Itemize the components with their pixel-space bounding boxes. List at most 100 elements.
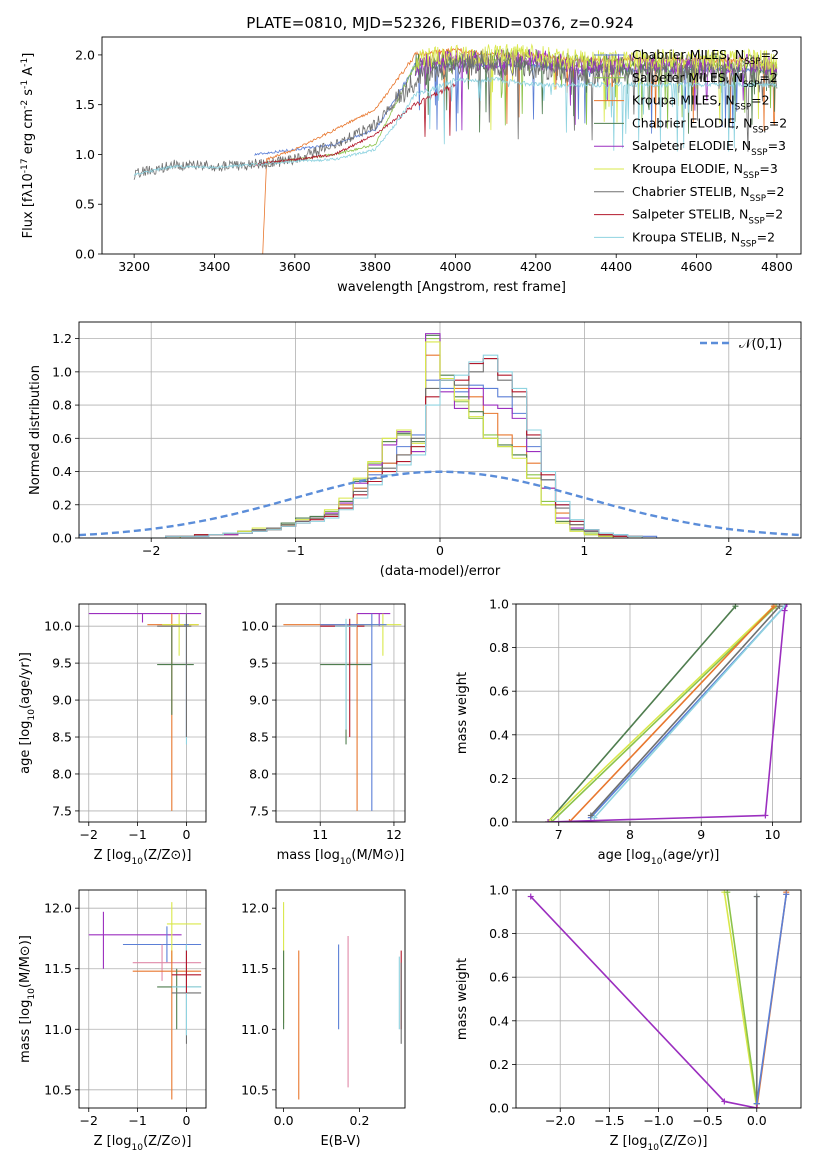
x-axis-label: Z [log10(Z/Z⊙)] <box>94 848 192 867</box>
plot-area <box>283 613 402 811</box>
axes-frame <box>78 321 802 539</box>
y-tick-label: 12.0 <box>44 901 72 916</box>
x-axis-label: Z [log10(Z/Z⊙)] <box>610 1134 708 1153</box>
chart-residuals: −2 −1 0 1 2 0.0 0.2 0.4 0.6 0.8 1.0 1.2 (data-model)… <box>28 321 802 579</box>
x-tick-label: 3200 <box>118 259 150 274</box>
legend-entry: Salpeter MILES, NSSP=2 <box>632 70 778 90</box>
series-line <box>414 43 778 131</box>
y-tick-label: 9.5 <box>52 656 72 671</box>
y-tick-label: 8.5 <box>52 730 72 745</box>
y-tick-label: 1.0 <box>489 883 509 898</box>
axes-frame <box>78 889 207 1109</box>
legend-entry: Chabrier MILES, NSSP=2 <box>632 47 779 67</box>
series-line <box>723 892 758 1108</box>
plot-area <box>527 890 790 1108</box>
y-tick-label: 10.0 <box>241 619 269 634</box>
y-tick-label: 11.5 <box>241 961 269 976</box>
y-axis-label: Flux [fλ10-17 erg cm-2 s-1 A-1] <box>20 53 36 239</box>
normal-curve <box>79 470 801 537</box>
chart-spectrum: 3200 3400 3600 3800 4000 4200 4400 4600 4800 0.0 0… <box>20 36 802 295</box>
y-tick-label: 0.6 <box>489 970 509 985</box>
x-tick-label: 0.0 <box>274 1113 294 1128</box>
x-axis-label: (data-model)/error <box>380 564 501 579</box>
y-tick-label: 9.5 <box>249 656 269 671</box>
y-tick-label: 0.5 <box>75 197 95 212</box>
y-tick-label: 1.0 <box>52 364 72 379</box>
y-tick-label: 0.4 <box>489 1013 509 1028</box>
axes-frame <box>275 889 406 1109</box>
plot-area <box>283 902 402 1100</box>
x-axis-label: wavelength [Angstrom, rest frame] <box>337 280 566 295</box>
x-tick-label: −1 <box>128 1113 146 1128</box>
x-tick-label: 9 <box>697 827 705 842</box>
y-axis-label: mass weight <box>455 672 470 754</box>
panels: 3200 3400 3600 3800 4000 4200 4400 4600 48000.00… <box>18 36 802 1153</box>
legend-entry: Salpeter ELODIE, NSSP=3 <box>632 138 786 158</box>
legend-entry: Kroupa MILES, NSSP=2 <box>632 93 770 113</box>
y-tick-label: 0.4 <box>52 464 72 479</box>
y-axis-label: mass [log10(M/M⊙)] <box>18 935 37 1063</box>
legend-entry: Kroupa ELODIE, NSSP=3 <box>632 161 778 181</box>
x-tick-label: 4800 <box>761 259 793 274</box>
y-axis-label: age [log10(age/yr)] <box>18 652 37 774</box>
y-tick-label: 0.0 <box>52 531 72 546</box>
axes-frame <box>275 603 406 823</box>
series-line <box>726 892 758 1104</box>
x-tick-label: 7 <box>555 827 563 842</box>
legend-entry: 𝒩(0,1) <box>739 337 782 352</box>
chart-mass_vs_Z: −2 −1 0 10.5 11.0 11.5 12.0 Z [log10(Z/Z⊙)] mass… <box>18 889 207 1153</box>
x-tick-label: −2 <box>80 1113 98 1128</box>
y-tick-label: 0.2 <box>52 497 72 512</box>
plot-area <box>545 604 790 822</box>
x-tick-label: −1 <box>128 827 146 842</box>
y-tick-label: 1.0 <box>489 597 509 612</box>
y-tick-label: 8.0 <box>249 766 269 781</box>
y-tick-label: 10.5 <box>241 1082 269 1097</box>
y-tick-label: 10.5 <box>44 1082 72 1097</box>
x-tick-label: 0 <box>182 827 190 842</box>
x-tick-label: 3400 <box>199 259 231 274</box>
y-axis-label: mass weight <box>455 958 470 1040</box>
legend: 𝒩(0,1) <box>700 337 782 352</box>
series-line <box>568 605 775 822</box>
legend-entry: Salpeter STELIB, NSSP=2 <box>632 207 783 227</box>
x-tick-label: −1.5 <box>594 1113 624 1128</box>
y-tick-label: 10.0 <box>44 619 72 634</box>
y-tick-label: 11.0 <box>241 1022 269 1037</box>
y-tick-label: 0.0 <box>75 247 95 262</box>
y-tick-label: 0.2 <box>489 1057 509 1072</box>
series-line <box>547 605 775 822</box>
y-tick-label: 1.2 <box>52 331 72 346</box>
series-line <box>755 894 788 1104</box>
x-tick-label: 11 <box>312 827 328 842</box>
x-tick-label: −2 <box>80 827 98 842</box>
y-tick-label: 11.5 <box>44 961 72 976</box>
series-line <box>548 604 788 822</box>
x-axis-label: Z [log10(Z/Z⊙)] <box>94 1134 192 1153</box>
series-line <box>590 605 781 816</box>
y-tick-label: 0.8 <box>489 640 509 655</box>
x-tick-label: 4000 <box>440 259 472 274</box>
legend-entry: Chabrier ELODIE, NSSP=2 <box>632 115 787 135</box>
y-tick-label: 0.8 <box>52 398 72 413</box>
series-line <box>547 605 737 822</box>
x-tick-label: 10 <box>765 827 781 842</box>
axes-frame <box>515 889 802 1109</box>
chart-age_vs_Z: −2 −1 0 7.5 8.0 8.5 9.0 9.5 10.0 Z [log10(Z/Z⊙)] a… <box>18 603 207 867</box>
chart-age_vs_mass: 11 12 7.5 8.0 8.5 9.0 9.5 10.0 mass [log10(M/M⊙)… <box>241 603 406 867</box>
axes-frame <box>78 603 207 823</box>
x-tick-label: 0.0 <box>747 1113 767 1128</box>
y-tick-label: 1.5 <box>75 97 95 112</box>
x-tick-label: 12 <box>386 827 402 842</box>
y-tick-label: 0.6 <box>489 684 509 699</box>
legend: Chabrier MILES, NSSP=2 Salpeter MILES, NS… <box>594 47 787 249</box>
x-axis-label: mass [log10(M/M⊙)] <box>277 848 405 867</box>
histogram-series <box>151 354 729 538</box>
x-tick-label: −1 <box>286 543 304 558</box>
figure-title: PLATE=0810, MJD=52326, FIBERID=0376, z=0… <box>246 14 633 32</box>
x-axis-label: age [log10(age/yr)] <box>598 848 720 867</box>
y-tick-label: 8.5 <box>249 730 269 745</box>
x-tick-label: −2 <box>142 543 160 558</box>
y-tick-label: 2.0 <box>75 47 95 62</box>
